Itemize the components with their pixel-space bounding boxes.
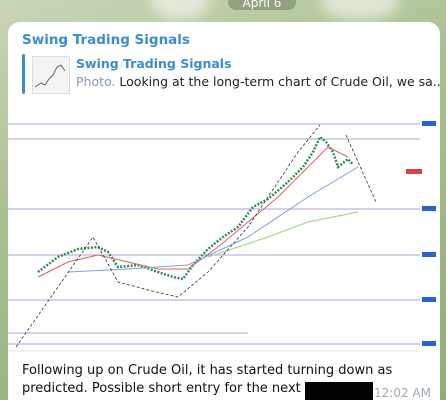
date-badge: April 6 (228, 0, 296, 10)
reply-preview[interactable]: Swing Trading Signals Photo. Looking at … (22, 54, 440, 94)
background-blur (150, 0, 210, 20)
chart-image[interactable] (8, 97, 440, 357)
background-blur (320, 0, 400, 20)
reply-snippet: Looking at the long-term chart of Crude … (119, 74, 440, 89)
reply-title: Swing Trading Signals (76, 56, 232, 71)
message-bubble: Swing Trading Signals Swing Trading Sign… (8, 22, 440, 400)
reply-type: Photo. (76, 74, 116, 89)
message-text: Following up on Crude Oil, it has starte… (22, 363, 393, 396)
message-time: 12:02 AM (374, 386, 431, 400)
reply-bar (22, 54, 25, 94)
reply-text: Photo. Looking at the long-term chart of… (76, 74, 440, 89)
reply-thumbnail (32, 56, 70, 94)
redaction (305, 382, 373, 400)
channel-name[interactable]: Swing Trading Signals (22, 32, 190, 48)
